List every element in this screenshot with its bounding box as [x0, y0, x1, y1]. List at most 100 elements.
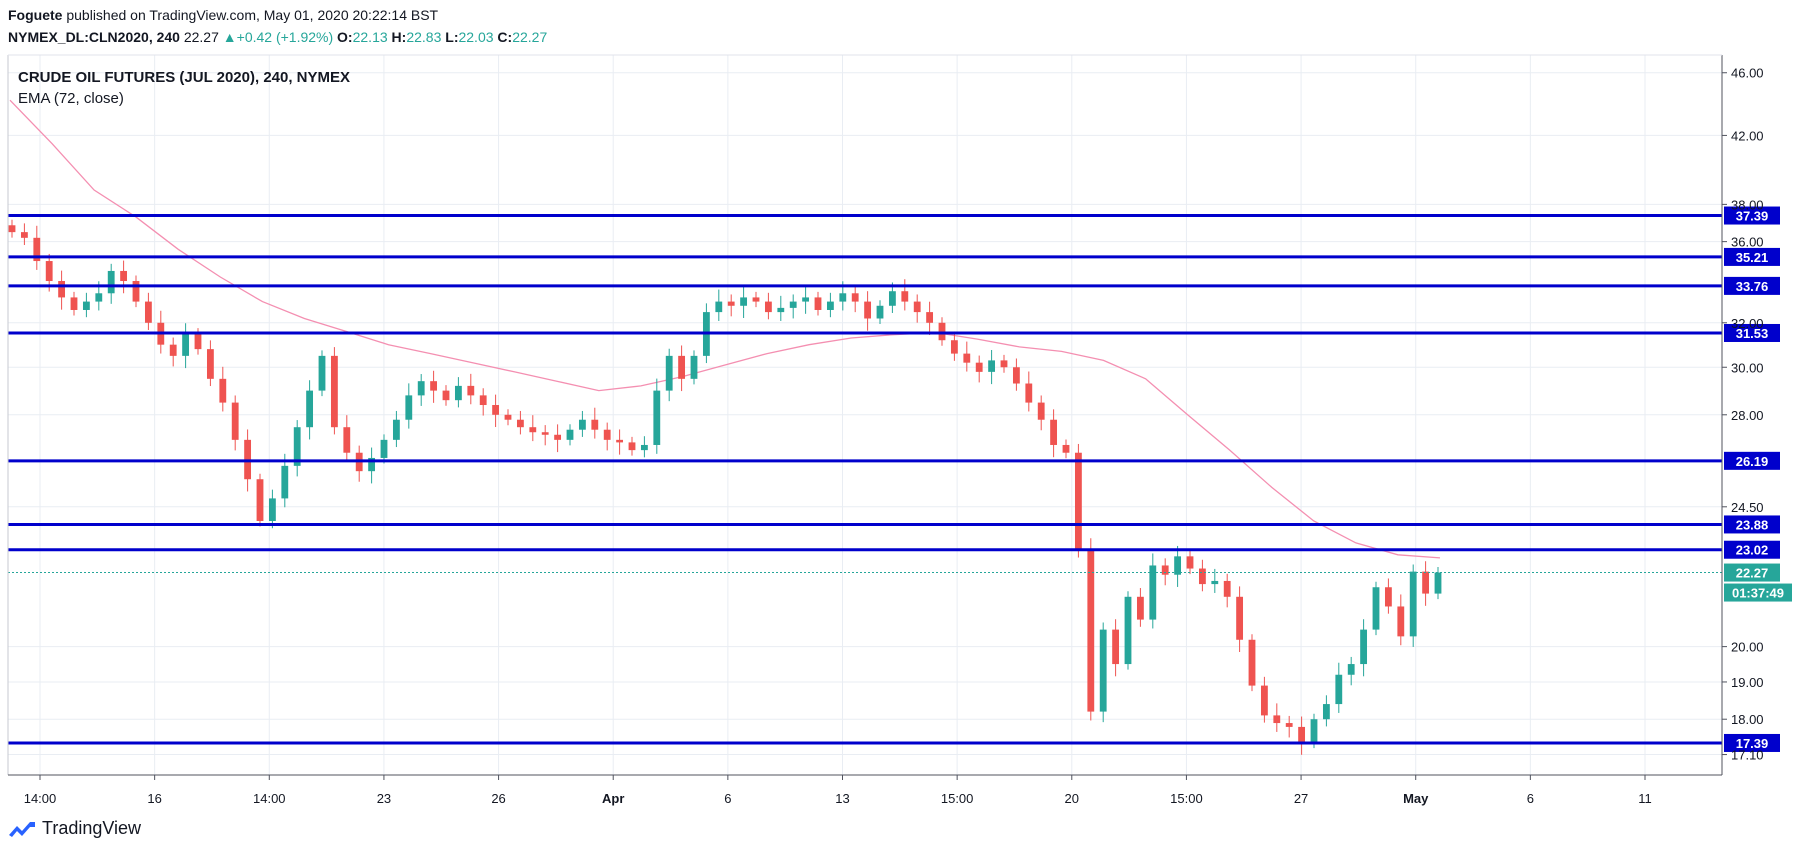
candle-body [839, 293, 847, 302]
last-price: 22.27 [183, 29, 219, 45]
candle [640, 436, 648, 458]
candle [1000, 354, 1008, 373]
candle-body [1422, 571, 1430, 594]
level-price-tag [1724, 323, 1780, 342]
candle-body [70, 297, 78, 310]
candle-body [1434, 572, 1442, 594]
candle [603, 422, 611, 451]
candle [1285, 715, 1293, 738]
candle-body [380, 439, 388, 458]
candle [963, 341, 971, 372]
level-price-label: 17.39 [1736, 736, 1769, 751]
candle-body [851, 293, 859, 302]
candle [802, 287, 810, 314]
candle [58, 270, 66, 310]
candle [1099, 622, 1107, 723]
candle [293, 420, 301, 477]
candle-body [479, 395, 487, 406]
grid-lines [8, 55, 1722, 775]
level-price-label: 23.02 [1736, 543, 1769, 558]
candle [430, 370, 438, 403]
candle [1223, 573, 1231, 608]
candle-body [281, 465, 289, 499]
candle [1112, 619, 1120, 677]
candle [20, 223, 28, 246]
open-label: O: [337, 29, 353, 45]
candle-body [1409, 571, 1417, 637]
candle-body [1273, 715, 1281, 724]
horizontal-levels[interactable]: 37.39 35.21 33.76 31.53 26.19 23.88 23.02 17.39… [8, 206, 1792, 752]
candle-body [603, 429, 611, 440]
candle-body [8, 225, 16, 233]
level-price-tag [1724, 276, 1780, 295]
candle-body [107, 270, 115, 294]
x-tick-label: 23 [377, 791, 391, 806]
candle-body [1161, 565, 1169, 575]
candle [343, 415, 351, 462]
candle-body [554, 434, 562, 440]
candle [318, 350, 326, 397]
candle-body [1136, 596, 1144, 620]
candle-body [1260, 685, 1268, 716]
candle [256, 473, 264, 527]
candle [368, 447, 376, 484]
x-tick-label: May [1403, 791, 1429, 806]
candle-body [256, 479, 264, 521]
candle [132, 275, 140, 308]
candle-body [1050, 419, 1058, 445]
high-label: H: [391, 29, 407, 45]
y-tick-label: 32.00 [1731, 316, 1764, 331]
candle-body [318, 355, 326, 391]
candle-body [1074, 452, 1082, 551]
candle [8, 219, 16, 238]
candle [1273, 703, 1281, 732]
candle-body [82, 301, 90, 310]
candle-body [876, 305, 884, 319]
candle [1298, 716, 1306, 755]
x-tick-label: 6 [1527, 791, 1534, 806]
low-value: 22.03 [458, 29, 494, 45]
candle-body [740, 297, 748, 306]
candle [950, 331, 958, 361]
candle-body [1335, 674, 1343, 705]
candle-body [789, 301, 797, 308]
candle [405, 383, 413, 429]
candle [1236, 586, 1244, 652]
candle [82, 292, 90, 318]
candle [1050, 409, 1058, 458]
level-price-tag [1724, 515, 1780, 534]
y-tick-label: 24.50 [1731, 500, 1764, 515]
y-tick-label: 46.00 [1731, 66, 1764, 81]
chart-title: CRUDE OIL FUTURES (JUL 2020), 240, NYMEX [18, 69, 350, 86]
candle-body [1149, 565, 1157, 620]
tradingview-footer[interactable]: TradingView [8, 818, 141, 839]
candle [678, 345, 686, 392]
candle [1025, 371, 1033, 412]
y-tick-label: 20.00 [1731, 640, 1764, 655]
x-tick-label: 14:00 [24, 791, 57, 806]
candle [541, 425, 549, 446]
candle [665, 348, 673, 402]
up-triangle-icon: ▲ [222, 29, 237, 45]
candle-body [132, 281, 140, 302]
x-tick-label: 26 [491, 791, 505, 806]
candle-body [45, 261, 53, 282]
candle [1384, 578, 1392, 614]
ohlc-legend: NYMEX_DL:CLN2020, 240 22.27 ▲+0.42 (+1.9… [8, 29, 547, 45]
candle-body [591, 419, 599, 430]
level-price-label: 33.76 [1736, 279, 1769, 294]
candle-body [578, 419, 586, 430]
candle [864, 291, 872, 331]
candle-body [1310, 719, 1318, 743]
candle-body [901, 291, 909, 302]
candle [1161, 558, 1169, 586]
candle-body [864, 301, 872, 319]
x-tick-label: 11 [1638, 791, 1652, 806]
candle-body [120, 270, 128, 282]
candle [826, 292, 834, 318]
candle-body [268, 498, 276, 521]
last-price-label: 22.27 [1736, 566, 1769, 581]
candle-body [33, 237, 41, 262]
candle [876, 300, 884, 325]
